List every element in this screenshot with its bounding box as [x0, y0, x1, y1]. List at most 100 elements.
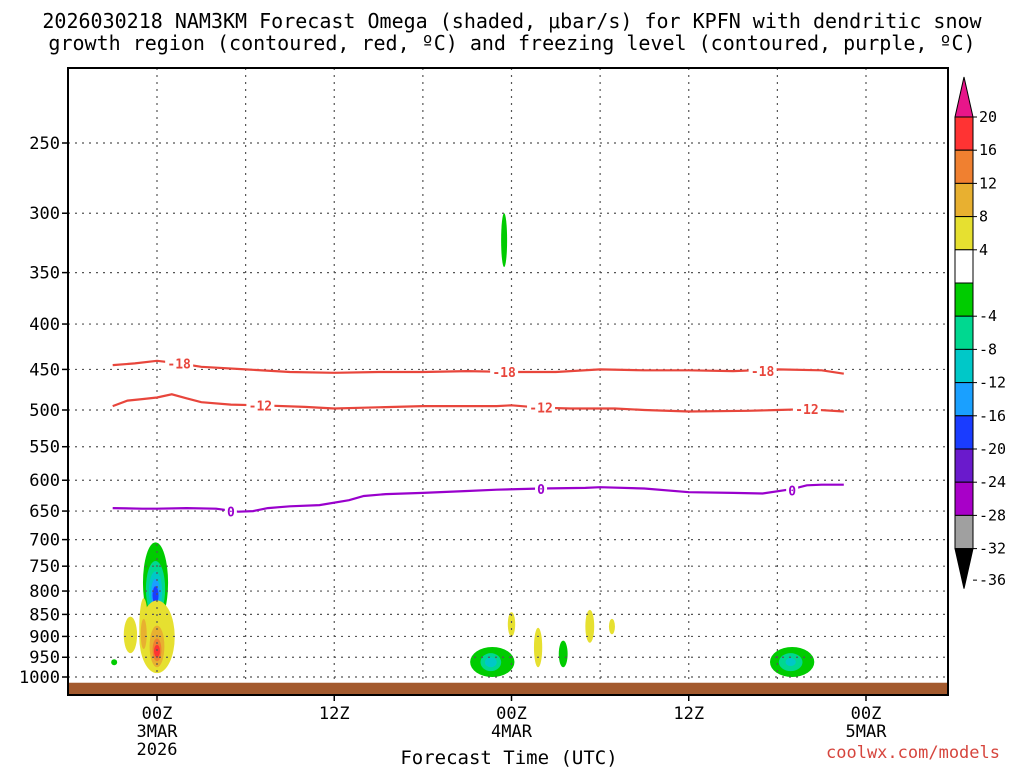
x-tick-label-54-1: 00Z [851, 704, 882, 724]
contour-label-dgz-minus18-1: -18 [492, 366, 516, 381]
omega-shade-cell-west-downward-0 [123, 616, 138, 654]
omega-shade-cell-4mar-downward-b-0 [533, 627, 543, 668]
colorbar: 20 16 12 8 4 -4 -8 -12 -16 -20 -24 -28 -32 -36 [954, 76, 1006, 589]
contour-label-dgz-minus12-1: -12 [529, 402, 552, 417]
colorbar-bin-4-8 [954, 216, 974, 251]
colorbar-bin--28--24 [954, 448, 974, 483]
contour-dgz-minus12 [112, 393, 844, 413]
colorbar-bin-8-12 [954, 182, 974, 218]
colorbar-label--8: -8 [979, 340, 997, 358]
colorbar-label--4: -4 [979, 307, 997, 325]
contour-label-dgz-minus18-2: -18 [751, 365, 775, 380]
chart-title-line-1: 2026030218 NAM3KM Forecast Omega (shaded… [42, 9, 982, 33]
omega-shade-cell-4mar-upward-2 [484, 657, 497, 668]
omega-cell-4mar-downward-a [507, 612, 516, 637]
y-tick-label-350: 350 [29, 264, 60, 284]
colorbar-bin--32--28 [954, 481, 974, 516]
omega-cell-4mar-east-upward [558, 640, 568, 668]
colorbar-bin--8--4 [954, 282, 974, 317]
contour-label-dgz-minus12-0: -12 [249, 399, 272, 414]
omega-cell-prefront-downward [139, 598, 149, 658]
colorbar-label--28: -28 [979, 506, 1006, 524]
omega-shading-layer [111, 213, 815, 677]
colorbar-bin--24--20 [954, 415, 974, 450]
y-tick-label-850: 850 [29, 605, 60, 625]
omega-cell-edge-upward [111, 659, 118, 666]
omega-shade-cell-4mar-downward-d-0 [608, 618, 615, 635]
omega-shade-cell-4mar-downward-c-0 [585, 609, 595, 643]
colorbar-bin-16-20 [954, 116, 974, 151]
x-tick-label-18-1: 12Z [319, 704, 350, 724]
y-tick-label-550: 550 [29, 438, 60, 458]
omega-shade-cell-4mar-east-upward-0 [558, 640, 568, 668]
colorbar-bin--12--8 [954, 315, 974, 350]
omega-cell-west-downward [123, 616, 138, 654]
colorbar-label-12: 12 [979, 174, 997, 192]
contour-dgz-minus18 [112, 359, 844, 375]
contour-label-bg-freezing-level-0-1 [535, 482, 548, 497]
x-tick-label-42-1: 12Z [673, 704, 704, 724]
colorbar-bin--20--16 [954, 382, 974, 417]
colorbar-above-arrow [954, 76, 974, 118]
colorbar-below-arrow [954, 548, 974, 589]
y-tick-label-650: 650 [29, 502, 60, 522]
colorbar-label--24: -24 [979, 473, 1006, 491]
y-tick-label-400: 400 [29, 315, 60, 335]
omega-cell-4mar-downward-d [608, 618, 615, 635]
x-axis-title: Forecast Time (UTC) [400, 747, 617, 768]
plot-frame [67, 67, 949, 696]
contour-label-bg-dgz-minus12-2 [792, 402, 821, 417]
colorbar-label--12: -12 [979, 374, 1006, 392]
y-tick-label-450: 450 [29, 360, 60, 380]
colorbar-bin--4-4 [954, 249, 974, 284]
contour-label-bg-freezing-level-0-2 [786, 483, 799, 498]
colorbar-bin--16--12 [954, 348, 974, 384]
colorbar-label-8: 8 [979, 208, 988, 226]
contour-label-freezing-level-0-2: 0 [788, 484, 796, 499]
colorbar-label-16: 16 [979, 141, 997, 159]
colorbar-label-20: 20 [979, 108, 997, 126]
y-tick-label-900: 900 [29, 627, 60, 647]
omega-cell-5mar-upward [769, 646, 815, 677]
y-tick-label-500: 500 [29, 401, 60, 421]
x-tick-label-6-2: 3MAR [137, 722, 179, 742]
y-tick-label-300: 300 [29, 204, 60, 224]
y-tick-label-800: 800 [29, 582, 60, 602]
omega-cell-4mar-downward-c [585, 609, 595, 643]
contour-label-bg-freezing-level-0-0 [224, 504, 237, 519]
y-axis: 2503003504004505005506006507007508008509… [19, 134, 68, 688]
contour-label-bg-dgz-minus18-2 [748, 364, 777, 379]
colorbar-bin-12-16 [954, 149, 974, 184]
colorbar-label--36: -36 [979, 571, 1006, 589]
colorbar-bin--36--32 [954, 514, 974, 550]
omega-shade-cell-0z3mar-downward-core-3 [154, 644, 160, 658]
x-tick-label-30-1: 00Z [496, 704, 527, 724]
contour-label-bg-dgz-minus18-0 [165, 356, 194, 371]
omega-shade-cell-5mar-upward-2 [785, 658, 796, 667]
y-tick-label-750: 750 [29, 557, 60, 577]
x-tick-label-6-1: 00Z [142, 704, 173, 724]
colorbar-label-4: 4 [979, 241, 988, 259]
omega-cell-4mar-upward [470, 646, 515, 677]
x-tick-label-54-2: 5MAR [846, 722, 888, 742]
grid-layer [68, 68, 948, 695]
colorbar-label--20: -20 [979, 440, 1006, 458]
credit-link[interactable]: coolwx.com/models [826, 743, 1000, 763]
colorbar-label--32: -32 [979, 540, 1006, 558]
contour-label-dgz-minus12-2: -12 [795, 403, 818, 418]
chart-title-line-2: growth region (contoured, red, ºC) and f… [48, 31, 976, 55]
contour-label-bg-dgz-minus12-0 [246, 398, 275, 413]
omega-shade-cell-upper-upward-0 [501, 213, 508, 268]
y-tick-label-950: 950 [29, 648, 60, 668]
contour-label-freezing-level-0-1: 0 [537, 483, 545, 498]
x-tick-label-30-2: 4MAR [491, 722, 533, 742]
omega-cell-upper-upward [501, 213, 508, 268]
omega-shade-cell-prefront-downward-1 [140, 618, 147, 650]
x-tick-label-6-3: 2026 [137, 740, 178, 760]
contour-freezing-level-0 [112, 483, 844, 513]
omega-shade-cell-0z3mar-upward-core-4 [152, 586, 159, 605]
y-tick-label-250: 250 [29, 134, 60, 154]
y-tick-label-700: 700 [29, 531, 60, 551]
contour-label-bg-dgz-minus12-1 [527, 400, 556, 415]
